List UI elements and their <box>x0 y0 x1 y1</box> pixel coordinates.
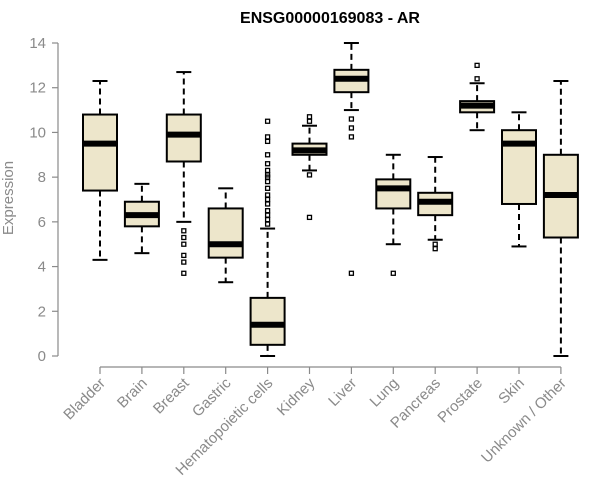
outlier-point <box>348 125 355 131</box>
outlier-point <box>264 118 271 124</box>
boxplot-prostate <box>459 62 496 132</box>
boxplot-brain <box>123 182 160 255</box>
outlier-point <box>264 196 271 203</box>
boxplot-hematopoietic-cells <box>249 118 286 357</box>
outlier-point <box>264 216 271 223</box>
boxplot-unknown-other <box>542 80 579 357</box>
outlier-point <box>264 152 271 158</box>
box-iqr <box>207 207 244 259</box>
boxplot-bladder <box>82 80 118 261</box>
x-tick-label: Bladder <box>60 375 109 424</box>
boxplots <box>82 42 579 357</box>
x-tick-label: Kidney <box>274 374 319 419</box>
outlier-point <box>264 178 271 185</box>
outlier-point <box>390 270 396 276</box>
box-iqr <box>82 113 118 192</box>
box-iqr <box>375 178 412 210</box>
boxplot-kidney <box>291 114 328 221</box>
outlier-point <box>306 172 313 178</box>
boxplot-lung <box>375 153 412 276</box>
outlier-point <box>348 134 355 140</box>
outlier-point <box>474 62 480 69</box>
outlier-point <box>181 228 187 234</box>
boxplot-gastric <box>207 187 244 284</box>
outlier-point <box>264 201 271 207</box>
outlier-point <box>264 221 271 227</box>
boxplot-liver <box>333 42 370 276</box>
x-tick-label: Breast <box>150 374 193 417</box>
x-tick-label: Liver <box>325 375 360 410</box>
y-tick-label: 6 <box>38 214 46 231</box>
outlier-point <box>264 212 271 218</box>
outlier-point <box>181 270 187 276</box>
outlier-point <box>181 241 187 247</box>
y-tick-label: 10 <box>29 124 46 141</box>
y-tick-label: 14 <box>29 35 46 52</box>
boxplot-skin <box>501 111 537 248</box>
outlier-point <box>348 116 355 122</box>
y-tick-label: 12 <box>29 80 46 97</box>
outlier-point <box>181 259 187 265</box>
outlier-point <box>181 252 187 259</box>
box-iqr <box>249 296 286 346</box>
boxplot-breast <box>165 71 202 276</box>
outlier-point <box>264 161 271 167</box>
outlier-point <box>264 167 271 174</box>
outlier-point <box>264 134 271 140</box>
y-axis-label: Expression <box>0 161 17 235</box>
x-tick-label: Prostate <box>434 375 486 427</box>
outlier-point <box>264 138 271 145</box>
outlier-point <box>181 234 187 241</box>
y-tick-label: 8 <box>38 169 46 186</box>
outlier-point <box>474 76 480 82</box>
outlier-point <box>264 208 271 214</box>
y-tick-label: 2 <box>38 303 46 320</box>
outlier-point <box>432 246 438 252</box>
outlier-point <box>264 192 271 198</box>
boxplot-pancreas <box>417 156 454 252</box>
box-iqr <box>165 113 202 163</box>
outlier-point <box>348 270 355 276</box>
y-tick-label: 4 <box>38 259 46 276</box>
outlier-point <box>264 185 271 191</box>
outlier-point <box>306 114 313 120</box>
x-tick-label: Brain <box>114 375 151 412</box>
y-tick-label: 0 <box>38 348 46 365</box>
x-tick-label: Lung <box>367 375 403 411</box>
y-axis: 0 2 4 6 8 10 12 14 <box>29 35 59 365</box>
chart-title: ENSG00000169083 - AR <box>240 10 420 27</box>
outlier-point <box>306 118 313 124</box>
outlier-point <box>432 241 438 247</box>
outlier-point <box>306 214 313 221</box>
x-tick-label: Skin <box>495 375 528 408</box>
